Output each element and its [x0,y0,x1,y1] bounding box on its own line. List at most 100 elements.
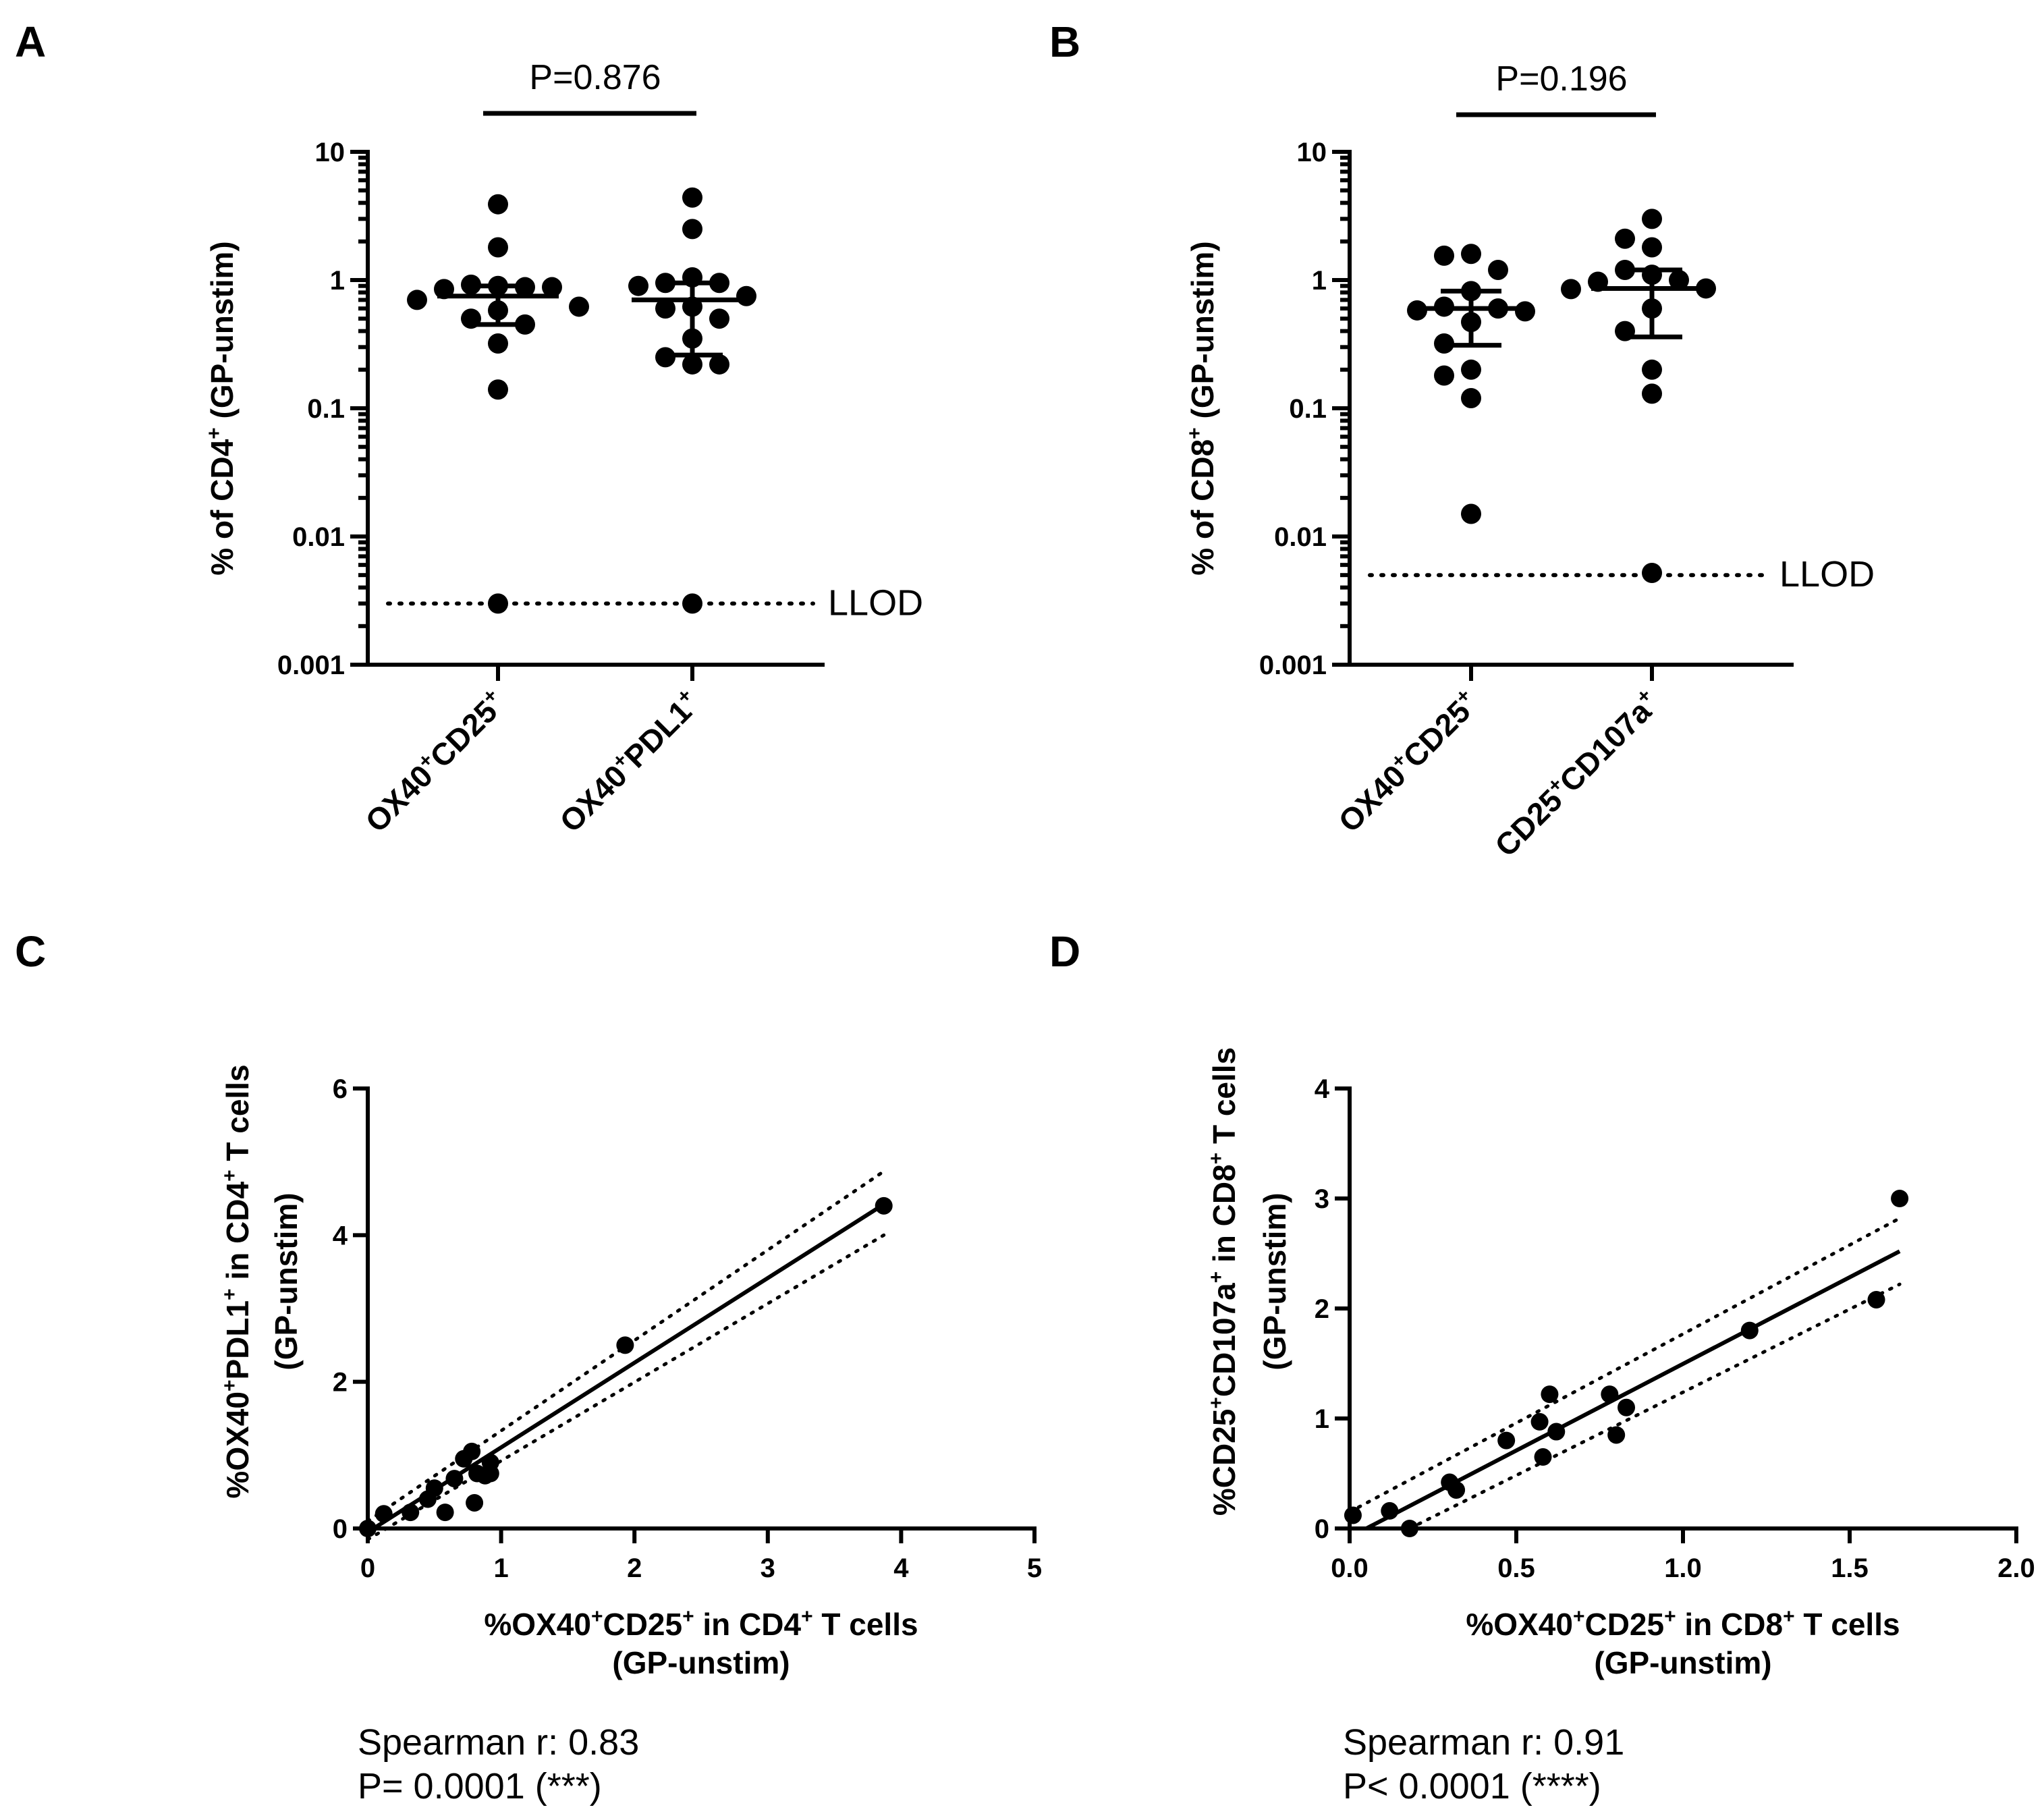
panel-c-x-axis-title: %OX40+CD25+ in CD4+ T cells [484,1605,918,1642]
panel-letter-c: C [15,927,46,976]
panel-c-x-tick-label: 3 [761,1553,775,1583]
panel-letter-d: D [1049,927,1080,976]
panel-d-data-point [1607,1426,1626,1444]
panel-c-data-point [436,1504,454,1522]
panel-d-data-point [1530,1412,1549,1431]
panel-b-llod-label: LLOD [1779,554,1875,595]
panel-letter-a: A [15,18,46,66]
panel-d-x-tick-label: 2.0 [1997,1553,2035,1583]
panel-c-x-tick-label: 5 [1027,1553,1042,1583]
panel-b-y-tick-label: 10 [1297,138,1327,167]
panel-a-data-point [488,194,508,215]
panel-b-data-point [1434,365,1454,386]
panel-a-data-point [682,593,702,614]
panel-d-data-point [1534,1448,1552,1466]
panel-b-y-tick-label: 0.01 [1274,522,1327,552]
panel-c-x-tick-label: 4 [893,1553,909,1583]
panel-d-y-tick-label: 1 [1315,1404,1329,1434]
panel-d-chart: 0.0 0.5 1.0 1.5 2.0 0 1 2 3 4 %OX40+CD25+ in CD8+ … [1205,1047,2035,1807]
panel-a-data-point [488,593,508,614]
panel-b-data-point [1488,259,1508,280]
panel-d-ci-upper-line [1348,1216,1902,1514]
panel-b-data-point [1461,387,1481,408]
panel-d-x-tick-label: 0.0 [1331,1553,1369,1583]
panel-c-spearman-r: Spearman r: 0.83 [358,1722,639,1763]
panel-d-data-point [1601,1385,1619,1404]
panel-b-data-point [1669,270,1689,290]
panel-a-data-point [569,296,589,317]
panel-c-y-tick-label: 0 [333,1514,348,1544]
panel-a-data-point [488,237,508,258]
panel-d-data-point [1497,1431,1516,1450]
panel-d-data-point [1867,1290,1885,1308]
panel-d-y-axis-title: %CD25+CD107a+ in CD8+ T cells [1205,1047,1242,1516]
panel-c-data-point [481,1464,499,1483]
panel-d-x-axis-subtitle: (GP-unstim) [1594,1645,1771,1680]
panel-c-data-point [359,1520,377,1537]
panel-c-y-axis-subtitle: (GP-unstim) [269,1192,304,1370]
panel-a-category-label: OX40+CD25+ [358,684,512,839]
panel-b-category-label: OX40+CD25+ [1331,684,1485,839]
panel-b-data-point [1515,301,1535,322]
panel-a-y-tick-label: 0.001 [277,651,345,680]
panel-c-y-tick-label: 4 [333,1221,348,1250]
panel-d-data-point [1618,1398,1636,1416]
panel-c-p-value: P= 0.0001 (***) [358,1766,602,1807]
panel-d-data-point [1547,1423,1566,1441]
panel-c-ci-upper-line [366,1169,886,1523]
panel-d-data-point [1447,1481,1466,1499]
panel-a-data-point [488,379,508,400]
panel-c-data-point [466,1493,484,1512]
panel-d-y-tick-label: 2 [1315,1294,1329,1324]
panel-b-data-point [1461,244,1481,265]
panel-b-data-point [1434,245,1454,266]
panel-a-data-point [655,298,675,319]
panel-b-category-label: CD25+CD107a+ [1487,684,1666,863]
panel-b-data-point [1461,359,1481,380]
panel-b-data-point [1642,237,1662,258]
panel-b-data-point [1642,383,1662,404]
panel-c-y-axis-title: %OX40+PDL1+ in CD4+ T cells [219,1064,255,1498]
panel-d-y-axis-subtitle: (GP-unstim) [1257,1192,1292,1370]
panel-c-x-axis-subtitle: (GP-unstim) [612,1645,790,1680]
panel-d-data-point [1381,1501,1399,1520]
panel-a-comparison-pvalue: P=0.876 [529,58,661,97]
panel-c-x-tick-label: 0 [360,1553,375,1583]
panel-d-x-tick-label: 1.5 [1831,1553,1869,1583]
panel-b-data-point [1461,503,1481,524]
panel-a-data-point [682,187,702,208]
panel-b-y-axis-title: % of CD8+ (GP-unstim) [1184,241,1220,575]
panel-c-y-tick-label: 2 [333,1368,348,1398]
panel-d-data-point [1891,1190,1909,1207]
panel-d-y-tick-label: 0 [1315,1514,1329,1544]
panel-b-y-tick-label: 1 [1312,266,1327,296]
panel-d-data-point [1400,1520,1418,1537]
panel-a-llod-label: LLOD [828,582,923,623]
panel-c-data-point [616,1336,634,1354]
panel-a-y-tick-label: 10 [315,138,346,167]
panel-d-spearman-r: Spearman r: 0.91 [1343,1722,1624,1763]
panel-d-x-axis-title: %OX40+CD25+ in CD8+ T cells [1466,1605,1900,1642]
panel-a-data-point [488,333,508,354]
panel-c-data-point [375,1505,393,1523]
panel-a-data-point [682,219,702,240]
panel-a-y-tick-label: 1 [330,266,345,296]
panel-b-data-point [1561,279,1581,300]
panel-b-chart: 0.001 0.01 0.1 1 10 % of CD8+ (GP-unstim) LLOD… [1184,59,1875,863]
panel-c-regression-line [366,1203,885,1534]
panel-b-data-point [1642,359,1662,380]
panel-a-y-tick-label: 0.1 [307,394,345,424]
panel-letter-b: B [1049,18,1080,66]
panel-d-x-tick-label: 0.5 [1497,1553,1535,1583]
panel-d-data-point [1541,1385,1559,1404]
panel-a-data-point [709,308,729,329]
panel-c-ci-lower-line [366,1233,886,1541]
panel-d-ci-lower-line [1408,1282,1902,1531]
panel-a-y-axis-title: % of CD4+ (GP-unstim) [203,241,240,575]
panel-c-data-point [425,1479,443,1497]
panel-b-data-point [1642,562,1662,583]
panel-c-data-point [445,1470,464,1488]
panel-c-data-point [875,1196,893,1215]
panel-d-x-tick-label: 1.0 [1664,1553,1702,1583]
